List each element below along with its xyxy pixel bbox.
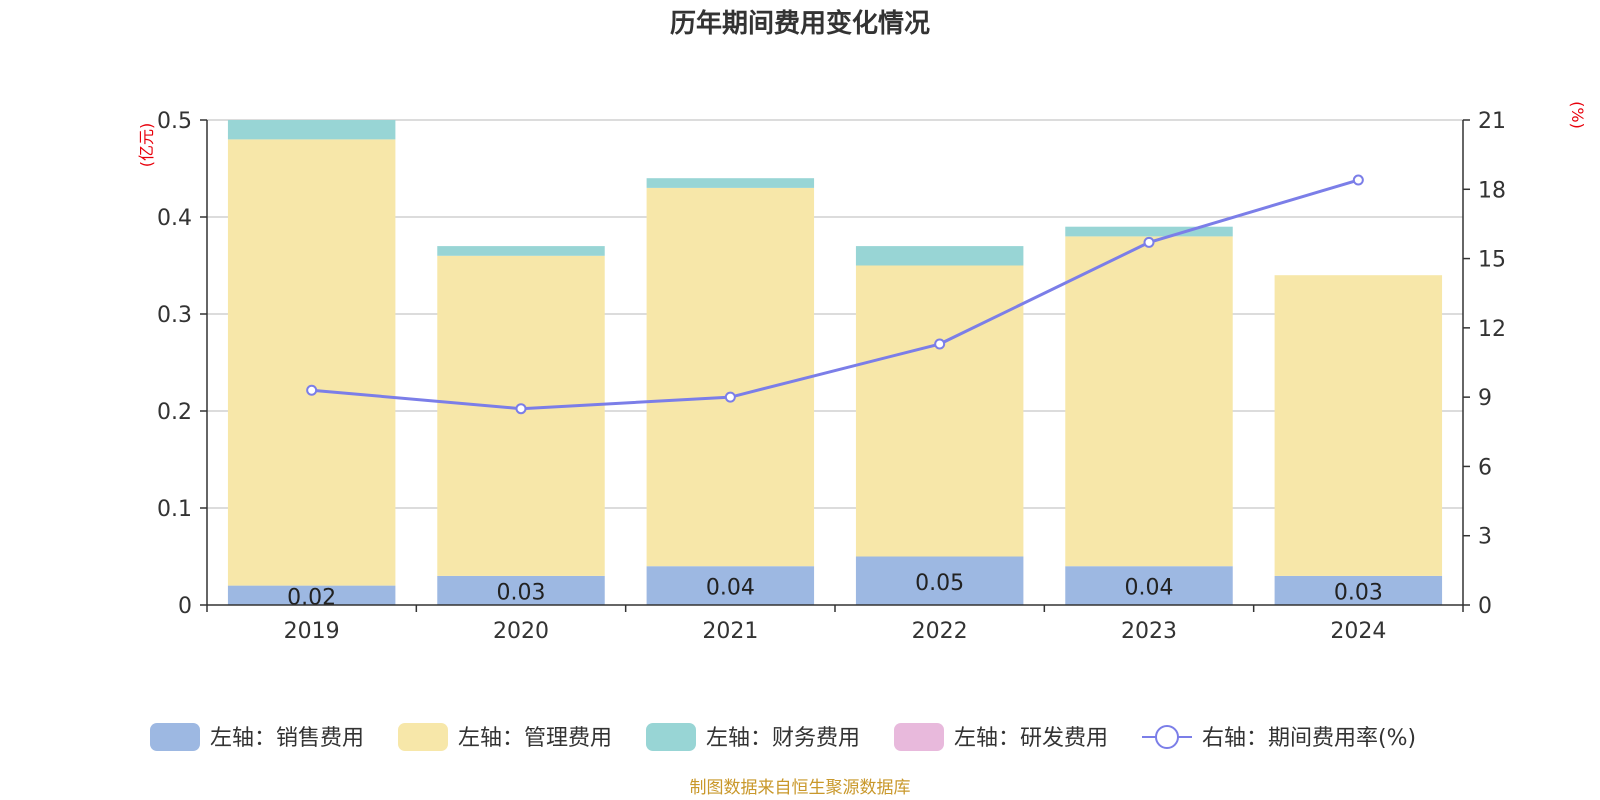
chart-title: 历年期间费用变化情况 (670, 8, 930, 39)
legend-label: 左轴：财务费用 (706, 726, 860, 751)
line-point (1143, 236, 1155, 248)
left-axis-tick-label: 0 (178, 594, 192, 619)
left-axis-tick-label: 0.2 (157, 400, 192, 425)
bar-data-label: 0.04 (1125, 576, 1174, 601)
bar-segment (855, 265, 1024, 557)
x-axis-tick-label: 2023 (1121, 619, 1177, 644)
gridlines (207, 119, 1463, 509)
bar-segment (855, 556, 1024, 605)
bars (227, 120, 1443, 605)
bar-segment (646, 566, 815, 605)
bar-segment (437, 575, 605, 605)
left-axis-tick-label: 0.4 (157, 206, 192, 231)
legend-swatch (894, 723, 944, 751)
bar-data-label: 0.05 (915, 571, 964, 596)
line-point (724, 391, 736, 403)
bar-segment (855, 246, 1024, 266)
legend-swatch (398, 723, 448, 751)
axes: 0 0.1 0.2 0.3 0.4 0.5 0 3 6 9 12 15 18 21 2019 2020 2021… (157, 109, 1506, 644)
x-axis-tick-label: 2021 (702, 619, 758, 644)
line-point (306, 384, 318, 396)
legend-swatch (150, 723, 200, 751)
line-point (934, 338, 946, 350)
right-axis-tick-label: 18 (1478, 178, 1506, 203)
bar-segment (227, 139, 396, 586)
bar-segment (227, 585, 396, 605)
left-axis-unit: (亿元) (137, 123, 156, 168)
left-axis-tick-label: 0.5 (157, 109, 192, 134)
bar-data-label: 0.03 (497, 580, 546, 605)
legend-label: 右轴：期间费用率(%) (1202, 726, 1416, 751)
line-point (1352, 174, 1364, 186)
right-axis-tick-label: 12 (1478, 317, 1506, 342)
bar-segment (1065, 566, 1233, 605)
legend-swatch-marker (1155, 725, 1179, 749)
legend: 左轴：销售费用 左轴：管理费用 左轴：财务费用 左轴：研发费用 右轴：期间费用率(%) (150, 723, 1416, 751)
bar-segment (1065, 226, 1233, 237)
bar-labels: 0.02 0.03 0.04 0.05 0.04 0.03 (287, 571, 1383, 611)
bar-segment (437, 255, 605, 576)
bar-segment (227, 120, 396, 140)
bar-segment (1065, 236, 1233, 567)
right-axis-tick-label: 15 (1478, 248, 1506, 273)
bar-data-label: 0.03 (1334, 580, 1383, 605)
bar-data-label: 0.02 (287, 585, 336, 610)
line-point (515, 403, 527, 415)
x-axis-tick-label: 2020 (493, 619, 549, 644)
bar-segment (1274, 575, 1443, 605)
right-axis-tick-label: 9 (1478, 386, 1492, 411)
right-axis-tick-label: 3 (1478, 525, 1492, 550)
legend-label: 左轴：管理费用 (458, 726, 612, 751)
legend-label: 左轴：研发费用 (954, 726, 1108, 751)
left-axis-tick-label: 0.3 (157, 303, 192, 328)
bar-segment (437, 246, 605, 256)
line-path (311, 178, 1359, 411)
x-axis-tick-label: 2024 (1330, 619, 1386, 644)
bar-segment (646, 187, 815, 567)
right-axis-tick-label: 21 (1478, 109, 1506, 134)
right-axis-unit: (%) (1568, 101, 1587, 129)
legend-swatch (646, 723, 696, 751)
right-axis-tick-label: 0 (1478, 594, 1492, 619)
x-axis-tick-label: 2022 (912, 619, 968, 644)
bar-segment (646, 178, 815, 188)
legend-label: 左轴：销售费用 (210, 726, 364, 751)
x-axis-tick-label: 2019 (284, 619, 340, 644)
right-axis-tick-label: 6 (1478, 455, 1492, 480)
bar-segment (1274, 275, 1443, 576)
bar-data-label: 0.04 (706, 576, 755, 601)
left-axis-tick-label: 0.1 (157, 497, 192, 522)
data-source-note: 制图数据来自恒生聚源数据库 (690, 778, 911, 798)
expense-rate-line (306, 174, 1364, 415)
